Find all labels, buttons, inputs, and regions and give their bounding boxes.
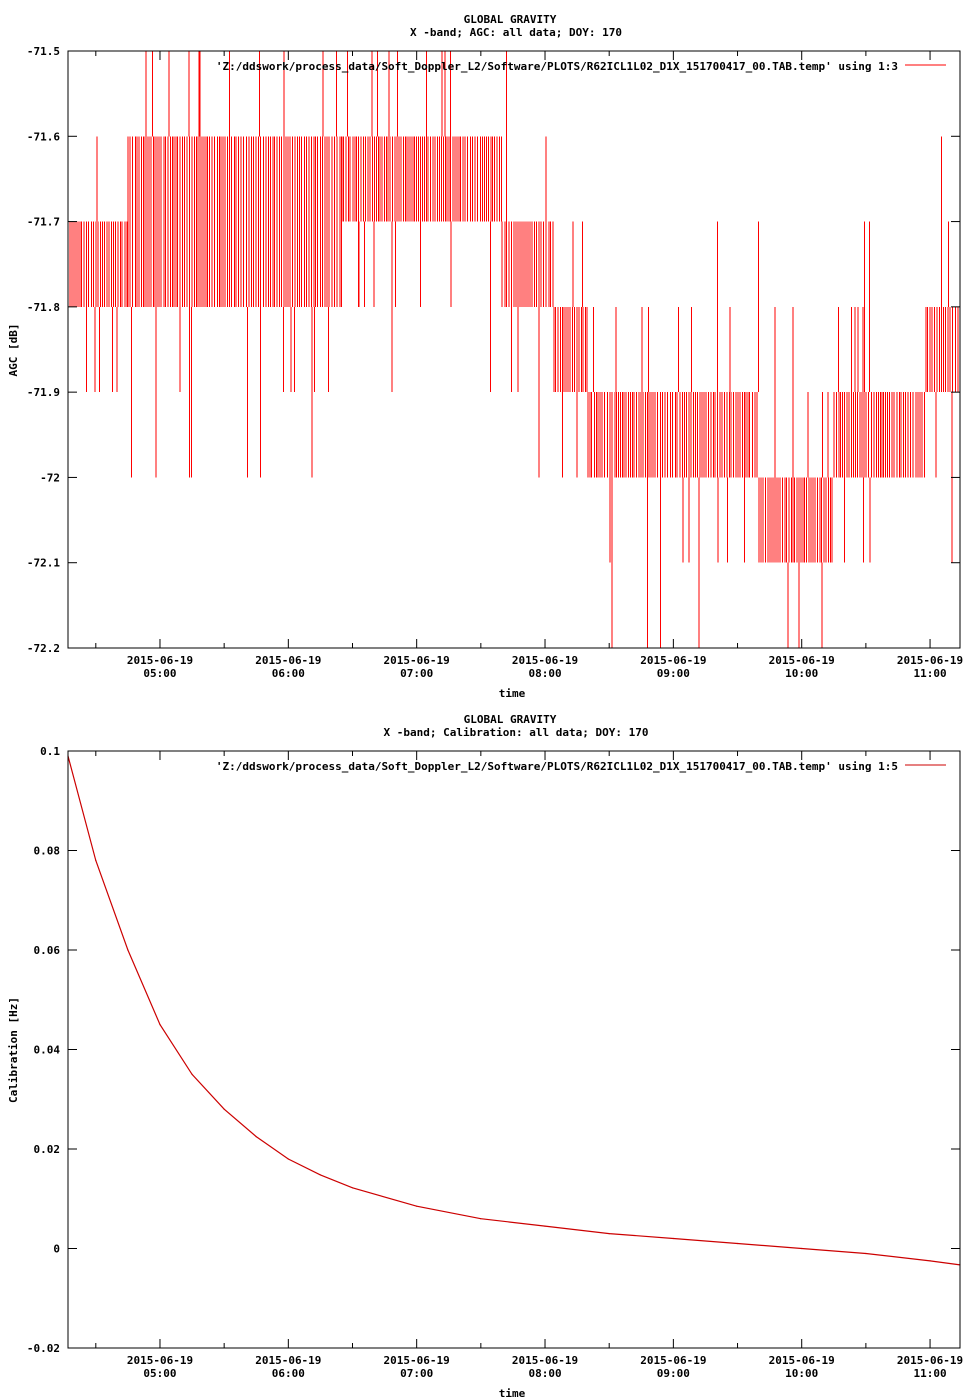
x-tick-label-date: 2015-06-19: [897, 1354, 963, 1367]
calibration-chart-subtitle: X -band; Calibration: all data; DOY: 170: [384, 726, 649, 739]
agc-chart: GLOBAL GRAVITY X -band; AGC: all data; D…: [7, 13, 963, 700]
calibration-legend-label: 'Z:/ddswork/process_data/Soft_Doppler_L2…: [216, 760, 898, 773]
calibration-plot-frame: [67, 750, 961, 1349]
x-tick-label-date: 2015-06-19: [127, 1354, 193, 1367]
calibration-point: [865, 1252, 867, 1255]
y-tick-label: -71.8: [27, 301, 60, 314]
calibration-x-axis-label: time: [499, 1387, 526, 1400]
x-tick-label-time: 06:00: [272, 667, 305, 680]
agc-x-axis: 2015-06-1905:002015-06-1906:002015-06-19…: [95, 51, 963, 680]
x-tick-label-time: 08:00: [528, 1367, 561, 1380]
x-tick-label-date: 2015-06-19: [640, 1354, 706, 1367]
x-tick-label-date: 2015-06-19: [640, 654, 706, 667]
x-tick-label-date: 2015-06-19: [769, 1354, 835, 1367]
x-tick-label-time: 05:00: [143, 667, 176, 680]
calibration-point: [191, 1073, 193, 1075]
x-tick-label-date: 2015-06-19: [255, 1354, 321, 1367]
calibration-point: [287, 1158, 289, 1160]
x-tick-label-date: 2015-06-19: [897, 654, 963, 667]
calibration-point: [95, 859, 97, 862]
calibration-legend: 'Z:/ddswork/process_data/Soft_Doppler_L2…: [216, 760, 946, 773]
x-tick-label-time: 10:00: [785, 1367, 818, 1380]
agc-legend: 'Z:/ddswork/process_data/Soft_Doppler_L2…: [216, 60, 946, 73]
x-tick-label-date: 2015-06-19: [512, 654, 578, 667]
calibration-point: [736, 1242, 739, 1245]
x-tick-label-date: 2015-06-19: [769, 654, 835, 667]
x-tick-label-time: 09:00: [657, 1367, 690, 1380]
y-tick-label: -71.5: [27, 45, 60, 58]
y-tick-label: -72: [40, 471, 60, 484]
y-tick-label: -71.7: [27, 216, 60, 229]
calibration-line: [67, 755, 961, 1266]
calibration-point: [255, 1136, 257, 1138]
agc-chart-title: GLOBAL GRAVITY: [464, 13, 557, 26]
y-tick-label: -0.02: [27, 1342, 60, 1355]
x-tick-label-time: 06:00: [272, 1367, 305, 1380]
x-tick-label-time: 10:00: [785, 667, 818, 680]
y-tick-label: 0: [53, 1243, 60, 1256]
y-tick-label: 0.04: [34, 1044, 61, 1057]
y-tick-label: -71.6: [27, 130, 60, 143]
calibration-point: [608, 1233, 610, 1235]
calibration-point: [159, 1024, 161, 1026]
y-tick-label: 0.08: [34, 845, 61, 858]
x-tick-label-date: 2015-06-19: [255, 654, 321, 667]
x-tick-label-time: 11:00: [913, 667, 946, 680]
y-tick-label: 0.06: [34, 944, 61, 957]
calibration-y-axis: 0.1 0.08 0.06 0.04 0.02 0 -0.02: [27, 745, 960, 1355]
y-tick-label: 0.02: [34, 1143, 61, 1156]
x-tick-label-time: 11:00: [913, 1367, 946, 1380]
calibration-x-axis: 2015-06-1905:002015-06-1906:002015-06-19…: [95, 751, 963, 1380]
calibration-point: [801, 1247, 803, 1250]
calibration-point: [416, 1205, 418, 1207]
agc-x-axis-label: time: [499, 687, 526, 700]
calibration-point: [672, 1237, 675, 1240]
calibration-chart-title: GLOBAL GRAVITY: [464, 713, 557, 726]
calibration-point: [544, 1225, 546, 1227]
calibration-point: [929, 1260, 931, 1262]
y-tick-label: 0.1: [40, 745, 60, 758]
calibration-point: [480, 1218, 482, 1220]
calibration-point: [127, 949, 129, 951]
agc-plot-frame: [67, 50, 961, 649]
y-tick-label: -72.1: [27, 557, 60, 570]
x-tick-label-date: 2015-06-19: [384, 654, 450, 667]
calibration-point: [223, 1108, 225, 1110]
calibration-y-axis-label: Calibration [Hz]: [7, 997, 20, 1103]
calibration-series: [67, 755, 961, 1266]
x-tick-label-date: 2015-06-19: [512, 1354, 578, 1367]
agc-legend-label: 'Z:/ddswork/process_data/Soft_Doppler_L2…: [216, 60, 898, 73]
calibration-chart: GLOBAL GRAVITY X -band; Calibration: all…: [7, 713, 963, 1400]
agc-y-axis-label: AGC [dB]: [7, 324, 20, 377]
x-tick-label-time: 05:00: [143, 1367, 176, 1380]
x-tick-label-time: 07:00: [400, 667, 433, 680]
calibration-point: [319, 1174, 321, 1176]
x-tick-label-date: 2015-06-19: [127, 654, 193, 667]
y-tick-label: -72.2: [27, 642, 60, 655]
x-tick-label-date: 2015-06-19: [384, 1354, 450, 1367]
calibration-point: [351, 1187, 354, 1189]
agc-chart-subtitle: X -band; AGC: all data; DOY: 170: [410, 26, 622, 39]
agc-series: [69, 51, 959, 648]
x-tick-label-time: 08:00: [528, 667, 561, 680]
agc-line: [69, 51, 959, 648]
y-tick-label: -71.9: [27, 386, 60, 399]
x-tick-label-time: 07:00: [400, 1367, 433, 1380]
x-tick-label-time: 09:00: [657, 667, 690, 680]
agc-y-axis: -71.5 -71.6 -71.7 -71.8 -71.9 -72 -72.1 -72.2: [27, 45, 960, 655]
